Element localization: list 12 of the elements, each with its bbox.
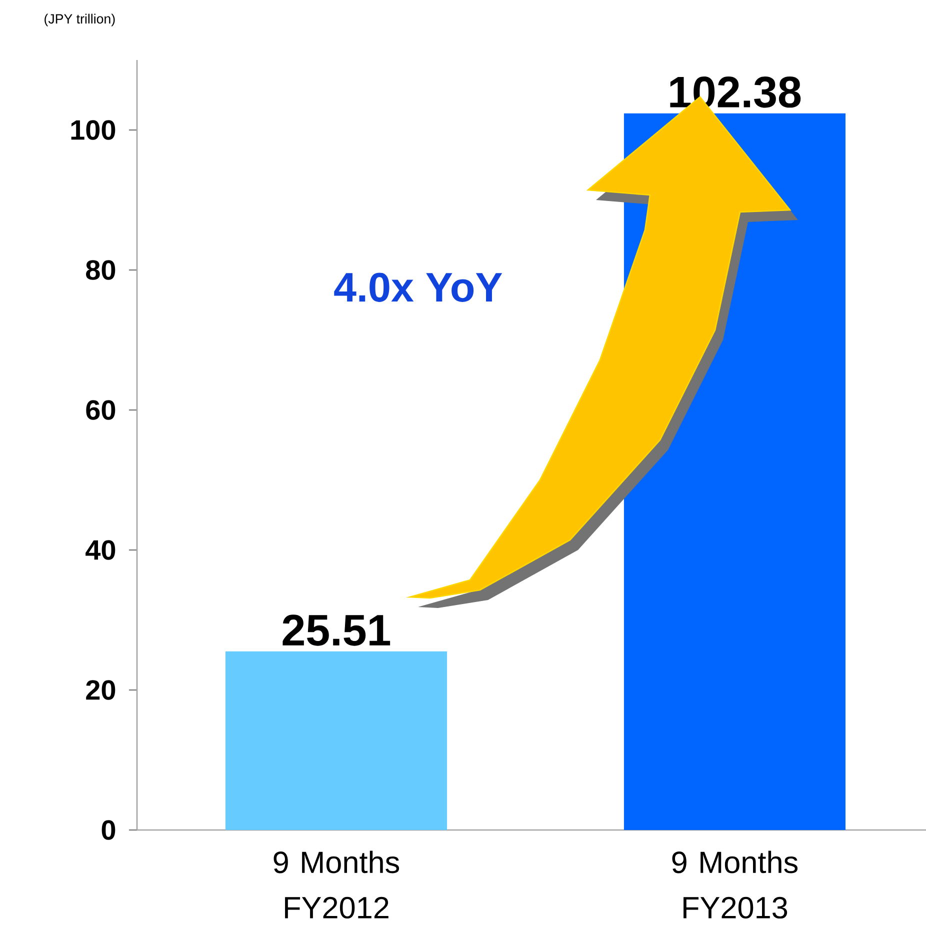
x-tick-label: 9 Months FY2013 (672, 850, 798, 919)
data-label: 25.51 (282, 614, 390, 646)
data-label: 102.38 (670, 76, 801, 108)
y-tick-label: 20 (86, 680, 116, 700)
y-tick-label: 80 (86, 260, 116, 280)
y-tick-label: 40 (86, 540, 116, 560)
y-tick-label: 0 (102, 820, 116, 840)
annotation: 4.0x YoY (334, 272, 502, 302)
x-tick-label: 9 Months FY2012 (274, 850, 400, 919)
y-axis-title: (JPY trillion) (44, 14, 115, 26)
y-tick-label: 100 (71, 120, 116, 140)
y-tick-label: 60 (86, 400, 116, 420)
